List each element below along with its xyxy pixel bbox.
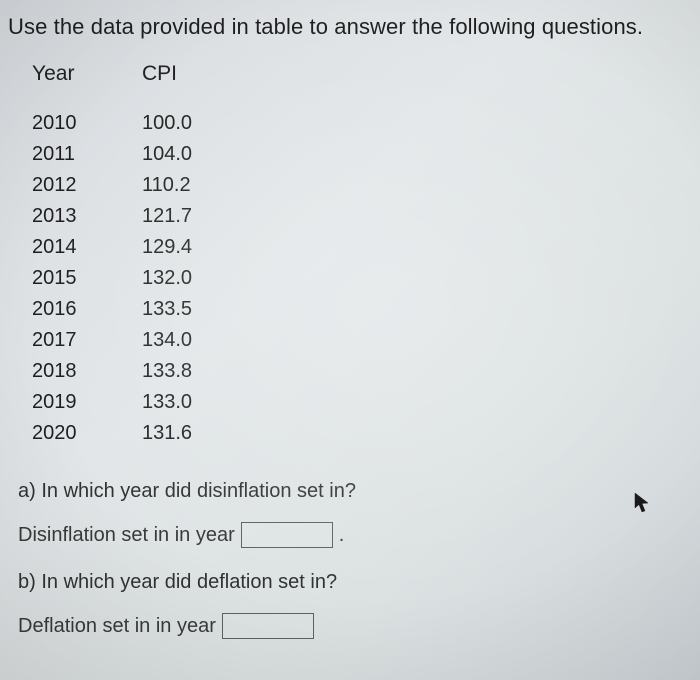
table-row: 2010100.0	[32, 108, 682, 139]
table-row: 2011104.0	[32, 139, 682, 170]
cell-year: 2010	[32, 108, 142, 139]
table-row: 2017134.0	[32, 325, 682, 356]
cell-year: 2017	[32, 325, 142, 356]
question-b-prompt: b) In which year did deflation set in?	[18, 568, 682, 597]
cursor-icon	[634, 492, 652, 514]
table-row: 2014129.4	[32, 232, 682, 263]
cell-year: 2013	[32, 201, 142, 232]
cell-year: 2012	[32, 170, 142, 201]
table-header-row: Year CPI	[32, 62, 682, 86]
disinflation-year-input[interactable]	[241, 522, 333, 548]
cell-cpi: 129.4	[142, 232, 232, 263]
table-row: 2018133.8	[32, 356, 682, 387]
deflation-year-input[interactable]	[222, 613, 314, 639]
header-year: Year	[32, 62, 142, 86]
table-row: 2013121.7	[32, 201, 682, 232]
cell-year: 2018	[32, 356, 142, 387]
instruction-text: Use the data provided in table to answer…	[8, 14, 682, 40]
question-a-answer-label: Disinflation set in in year	[18, 524, 235, 547]
cell-year: 2014	[32, 232, 142, 263]
cell-cpi: 134.0	[142, 325, 232, 356]
table-row: 2016133.5	[32, 294, 682, 325]
table-row: 2020131.6	[32, 418, 682, 449]
cell-cpi: 131.6	[142, 418, 232, 449]
cell-cpi: 132.0	[142, 263, 232, 294]
cell-year: 2016	[32, 294, 142, 325]
table-row: 2012110.2	[32, 170, 682, 201]
cell-year: 2020	[32, 418, 142, 449]
cell-year: 2011	[32, 139, 142, 170]
cell-cpi: 133.8	[142, 356, 232, 387]
question-a-prompt: a) In which year did disinflation set in…	[18, 477, 682, 506]
header-cpi: CPI	[142, 62, 232, 86]
table-row: 2015132.0	[32, 263, 682, 294]
cell-cpi: 133.5	[142, 294, 232, 325]
cpi-table: Year CPI 2010100.02011104.02012110.22013…	[32, 62, 682, 449]
period: .	[339, 524, 345, 547]
cell-cpi: 121.7	[142, 201, 232, 232]
cell-cpi: 110.2	[142, 170, 232, 201]
table-row: 2019133.0	[32, 387, 682, 418]
cell-cpi: 100.0	[142, 108, 232, 139]
cell-cpi: 133.0	[142, 387, 232, 418]
cell-year: 2015	[32, 263, 142, 294]
question-b-answer-label: Deflation set in in year	[18, 615, 216, 638]
question-b-answer-line: Deflation set in in year	[18, 613, 682, 639]
cell-year: 2019	[32, 387, 142, 418]
cell-cpi: 104.0	[142, 139, 232, 170]
question-a-answer-line: Disinflation set in in year .	[18, 522, 682, 548]
